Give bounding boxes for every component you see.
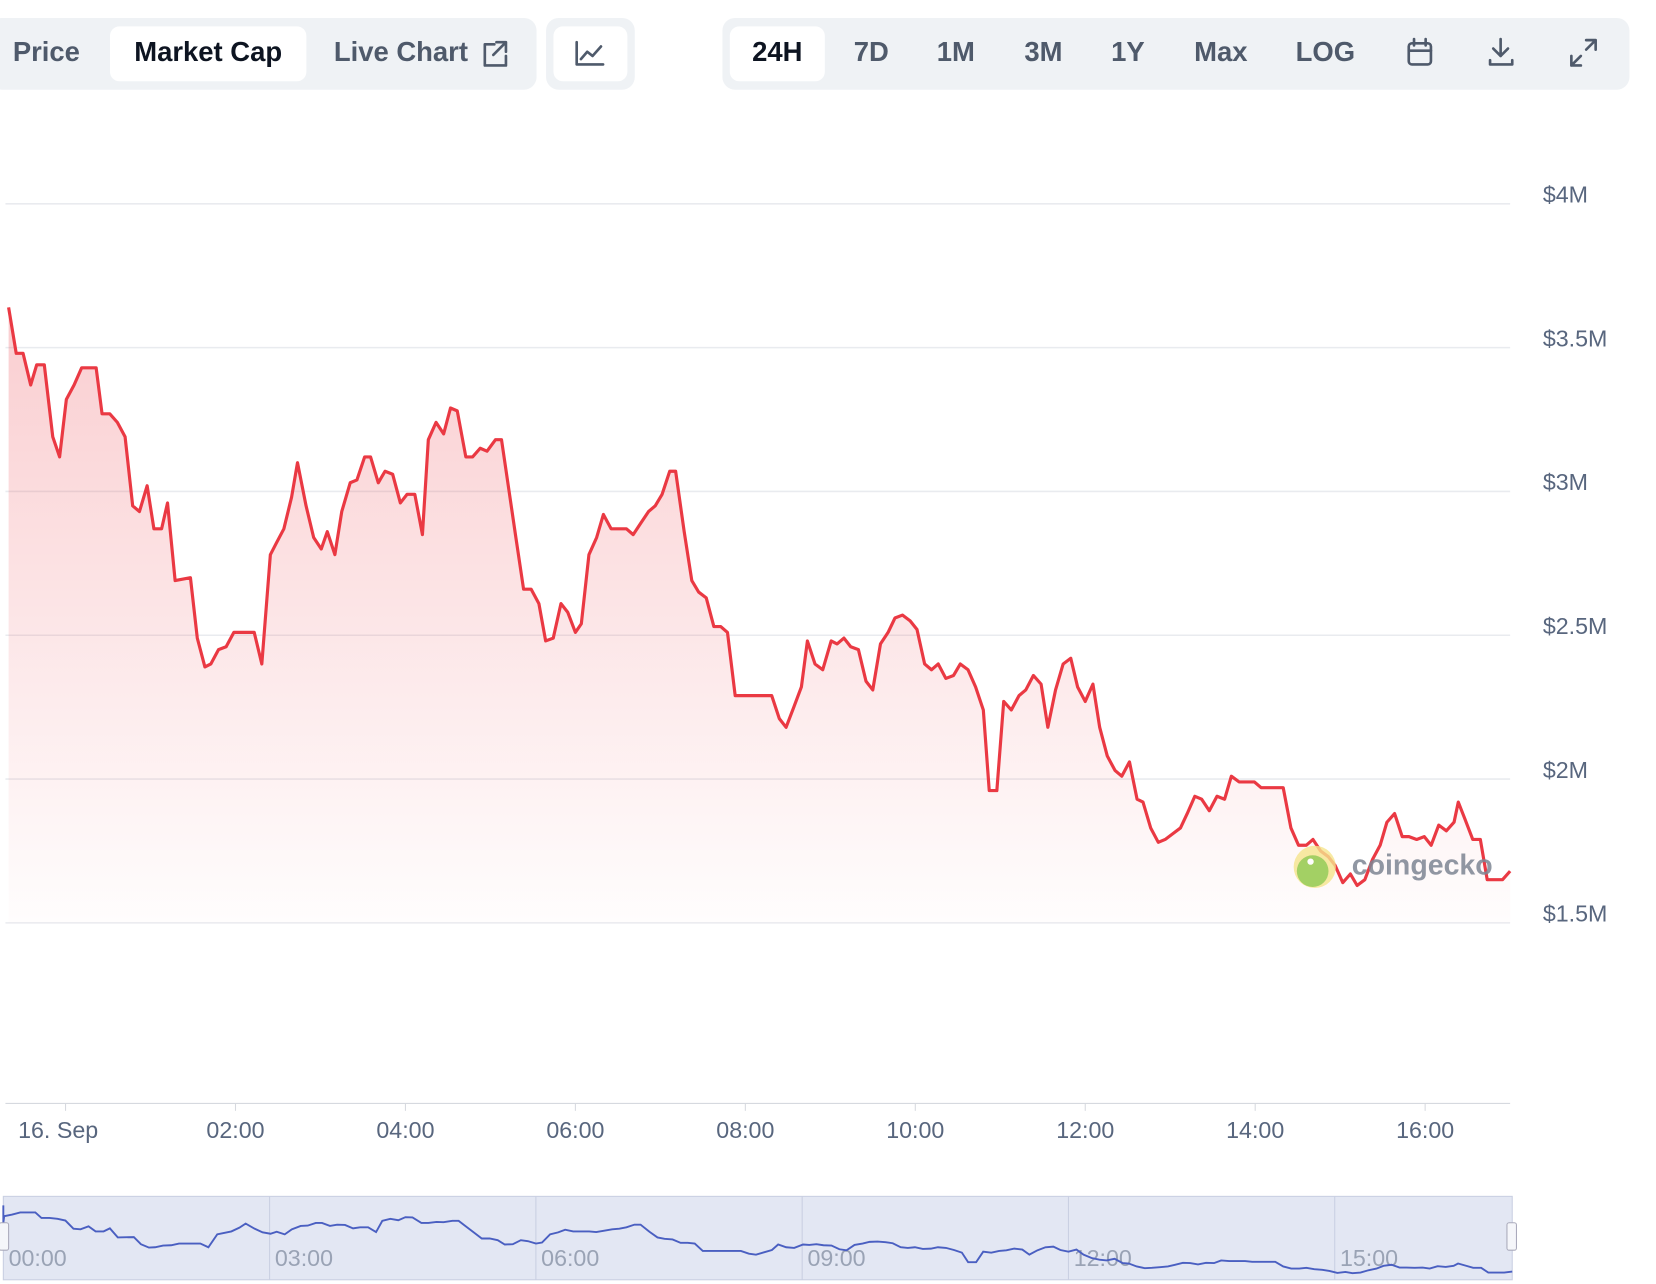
x-tick-label: 08:00 bbox=[716, 1117, 774, 1143]
plot-layer: $1.5M $2M $2.5M $3M $3.5M $4M 16. Sep 02:00 04:0… bbox=[2, 182, 1608, 1280]
x-tick-label: 16:00 bbox=[1396, 1117, 1454, 1143]
y-tick-label: $3M bbox=[1543, 469, 1588, 495]
navigator-line bbox=[2, 1205, 1513, 1275]
fullscreen-icon[interactable] bbox=[1570, 38, 1597, 67]
y-tick-label: $1.5M bbox=[1543, 901, 1608, 927]
watermark: coingecko bbox=[1352, 849, 1493, 881]
x-tick-label: 10:00 bbox=[886, 1117, 944, 1143]
y-tick-label: $2M bbox=[1543, 757, 1588, 783]
x-tick-label: 06:00 bbox=[546, 1117, 604, 1143]
external-link-icon bbox=[483, 40, 508, 67]
tab[interactable]: Market Cap bbox=[134, 36, 282, 67]
navigator-tick-label: 03:00 bbox=[275, 1245, 333, 1271]
tab[interactable]: Live Chart bbox=[334, 36, 468, 67]
y-tick-label: $2.5M bbox=[1543, 613, 1608, 639]
range-button[interactable]: 7D bbox=[854, 36, 889, 67]
range-group bbox=[722, 17, 1630, 90]
tab[interactable]: Price bbox=[13, 36, 80, 67]
x-tick-label: 14:00 bbox=[1226, 1117, 1284, 1143]
area bbox=[8, 307, 1511, 923]
navigator-handle[interactable] bbox=[0, 1222, 10, 1251]
navigator-tick-label: 06:00 bbox=[541, 1245, 599, 1271]
price-line bbox=[7, 307, 1512, 888]
y-tick-label: $3.5M bbox=[1543, 325, 1608, 351]
range-button[interactable]: 1M bbox=[937, 36, 975, 67]
navigator-tick-label: 15:00 bbox=[1340, 1245, 1398, 1271]
calendar-icon[interactable] bbox=[1407, 37, 1433, 66]
range-button[interactable]: 3M bbox=[1024, 36, 1062, 67]
y-tick-label: $4M bbox=[1543, 182, 1588, 208]
watermark-logo bbox=[1293, 845, 1336, 889]
log-button[interactable]: LOG bbox=[1296, 36, 1355, 67]
line-chart-icon bbox=[575, 40, 605, 66]
x-tick-label: 02:00 bbox=[206, 1117, 264, 1143]
x-tick-label: 16. Sep bbox=[18, 1117, 98, 1143]
range-button[interactable]: 24H bbox=[752, 36, 802, 67]
range-button[interactable]: 1Y bbox=[1111, 36, 1145, 67]
navigator-handle[interactable] bbox=[1506, 1222, 1517, 1251]
x-tick-label: 04:00 bbox=[376, 1117, 434, 1143]
navigator[interactable] bbox=[2, 1195, 1513, 1281]
navigator-tick-label: 00:00 bbox=[9, 1245, 67, 1271]
tab-active-bg bbox=[109, 26, 307, 82]
range-active-bg bbox=[729, 26, 825, 82]
range-button[interactable]: Max bbox=[1194, 36, 1248, 67]
navigator-tick-label: 09:00 bbox=[807, 1245, 865, 1271]
download-icon[interactable] bbox=[1488, 37, 1514, 66]
x-tick-label: 12:00 bbox=[1056, 1117, 1114, 1143]
navigator-tick-label: 12:00 bbox=[1074, 1245, 1132, 1271]
